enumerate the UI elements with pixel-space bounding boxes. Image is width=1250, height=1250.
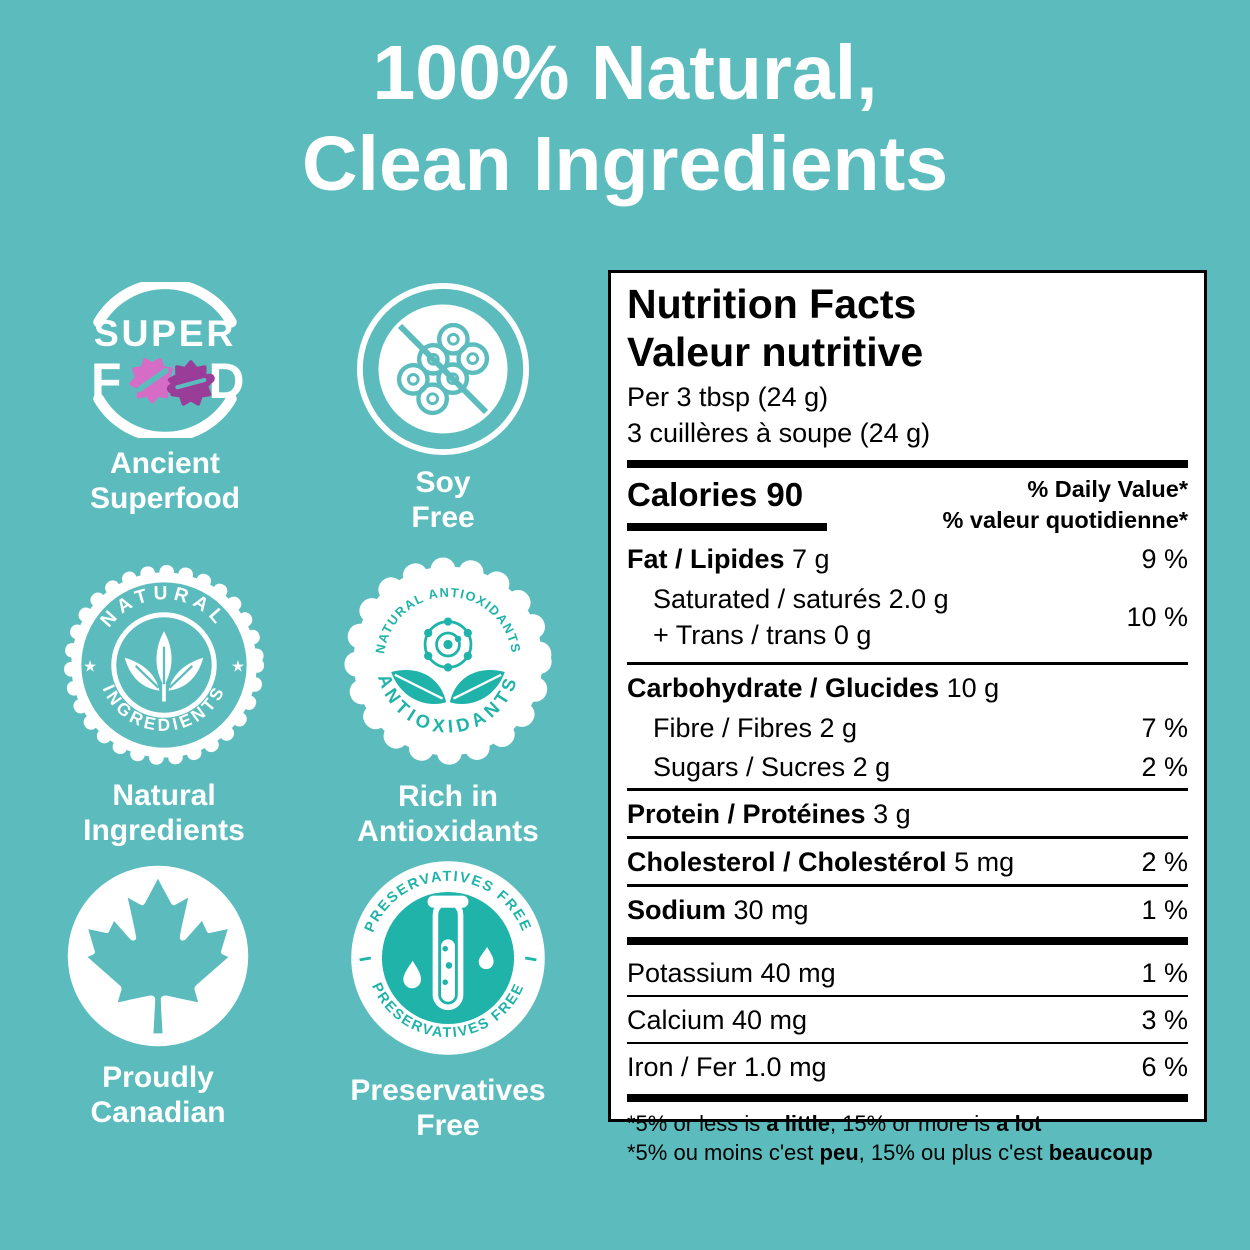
nutrient-amount: 5 mg [946,846,1015,877]
nutrient-name: Fibre / Fibres 2 g [653,712,858,743]
slash [397,323,489,415]
nutrition-facts-label: Nutrition Facts Valeur nutritive Per 3 t… [608,270,1207,1165]
badge-soy-free: Soy Free [336,281,550,535]
saturated-line: Saturated / saturés 2.0 g [653,583,949,614]
page-title-line1: 100% Natural, [372,30,878,116]
natural-ingredients-seal-icon: NATURAL INGREDIENTS ★ ★ [64,565,264,765]
badge-preservatives-free: PRESERVATIVES FREE PRESERVATIVES FREE Pr… [325,851,571,1143]
superfood-gear-pink-icon [129,357,176,404]
nutrition-row-fibre: Fibre / Fibres 2 g 7 % [627,710,1188,749]
daily-value: 1 % [1141,894,1188,925]
nutrient-name: Potassium 40 mg [627,957,836,988]
superfood-bottom-arc [93,393,237,438]
nutrient-amount: 3 g [865,798,911,829]
daily-value: 1 % [1141,957,1188,988]
maple-leaf-icon [67,865,249,1047]
badge-caption-soy-free: Soy Free [411,466,475,535]
molecule-icon [423,617,473,672]
badge-proudly-canadian: Proudly Canadian [50,860,266,1130]
daily-value: 2 % [1141,846,1188,877]
serving-size-fr: 3 cuillères à soupe (24 g) [627,417,931,448]
nutrition-row-carbohydrate: Carbohydrate / Glucides 10 g [627,661,1188,710]
daily-value: 3 % [1141,1005,1188,1036]
footnote-en: *5% or less is a little, 15% or more is … [627,1111,1042,1137]
trans-line: + Trans / trans 0 g [653,620,872,651]
leaves-icon [391,669,505,705]
badge-natural-ingredients: NATURAL INGREDIENTS ★ ★ Natural Ingredien… [48,560,280,848]
antioxidants-badge-icon: NATURAL ANTIOXIDANTS ANTIOXIDANTS [344,557,552,765]
badge-ancient-superfood: SUPER F D Ancient Superfood [56,282,274,516]
soy-free-icon [356,282,530,456]
nutrient-name: Fat / Lipides [627,543,785,574]
daily-value: 9 % [1141,543,1188,574]
superfood-word: SUPER [94,312,236,354]
badge-rich-in-antioxidants: NATURAL ANTIOXIDANTS ANTIOXIDANTS Rich i… [326,551,570,849]
leaf-plant-icon [124,631,204,702]
nutrient-name: Sodium [627,894,726,925]
nutrient-name: Calcium 40 mg [627,1005,808,1036]
daily-value: 2 % [1141,751,1188,782]
footnote: *5% or less is a little, 15% or more is … [627,1109,1188,1168]
page-title: 100% Natural, Clean Ingredients [0,28,1250,210]
daily-value-header-en: % Daily Value* [1027,475,1188,502]
serving-size-en: Per 3 tbsp (24 g) [627,381,829,412]
nutrition-row-potassium: Potassium 40 mg 1 % [627,950,1188,995]
superfood-letter-f: F [91,353,121,409]
divider-thick-short [627,522,827,531]
nutrition-row-iron: Iron / Fer 1.0 mg 6 % [627,1042,1188,1089]
preservatives-free-badge-icon: PRESERVATIVES FREE PRESERVATIVES FREE [351,861,545,1055]
calories-value: 90 [766,475,804,513]
nutrition-row-fat: Fat / Lipides 7 g 9 % [627,536,1188,581]
daily-value-header: % Daily Value* % valeur quotidienne* [943,472,1189,536]
nutrient-name: Iron / Fer 1.0 mg [627,1052,827,1083]
nutrient-name: Carbohydrate / Glucides [627,672,940,703]
divider-thick [627,459,1188,468]
nutrition-title-en: Nutrition Facts [627,281,917,327]
star-left-icon: ★ [83,658,97,675]
nutrition-title-fr: Valeur nutritive [627,328,924,375]
nutrient-amount: 30 mg [726,894,809,925]
nutrient-amount: 7 g [784,543,830,574]
divider-thick [627,936,1188,945]
nutrition-row-calcium: Calcium 40 mg 3 % [627,995,1188,1042]
superfood-gear-purple-icon [166,360,215,406]
daily-value-header-fr: % valeur quotidienne* [942,506,1189,533]
calories: Calories 90 [627,472,827,536]
badge-caption-natural-ingredients: Natural Ingredients [83,779,245,848]
nutrition-title: Nutrition Facts Valeur nutritive [627,281,1188,377]
nutrition-row-protein: Protein / Protéines 3 g [627,787,1188,836]
badge-caption-preservatives-free: Preservatives Free [350,1074,546,1143]
serving-size: Per 3 tbsp (24 g) 3 cuillères à soupe (2… [627,380,1188,452]
badge-caption-proudly-canadian: Proudly Canadian [90,1061,226,1130]
nutrition-row-cholesterol: Cholesterol / Cholestérol 5 mg 2 % [627,835,1188,884]
daily-value: 6 % [1141,1052,1188,1083]
test-tube-icon [403,895,494,1011]
drop-right-icon [478,946,494,970]
nutrient-name: Sugars / Sucres 2 g [653,751,891,782]
star-right-icon: ★ [231,658,245,675]
nutrition-row-sodium: Sodium 30 mg 1 % [627,883,1188,932]
superfood-letter-d: D [208,353,244,409]
daily-value: 10 % [1126,601,1188,632]
daily-value: 7 % [1141,712,1188,743]
calories-row: Calories 90 % Daily Value* % valeur quot… [627,472,1188,536]
divider-thick [627,1094,1188,1103]
badge-caption-antioxidants: Rich in Antioxidants [357,780,539,849]
page-title-line2: Clean Ingredients [301,120,949,207]
badge-caption-ancient-superfood: Ancient Superfood [90,447,240,516]
nutrient-name: Protein / Protéines [627,798,866,829]
nutrient-amount: 10 g [939,672,1000,703]
footnote-fr: *5% ou moins c'est peu, 15% ou plus c'es… [627,1140,1153,1166]
drop-left-icon [403,960,422,989]
nutrition-row-sugars: Sugars / Sucres 2 g 2 % [627,749,1188,788]
nutrition-row-saturated-trans: Saturated / saturés 2.0 g + Trans / tran… [627,581,1188,662]
superfood-top-arc [93,282,237,328]
nutrient-name: Cholesterol / Cholestérol [627,846,947,877]
superfood-logo-icon: SUPER F D [91,282,244,438]
calories-label: Calories [627,475,758,513]
